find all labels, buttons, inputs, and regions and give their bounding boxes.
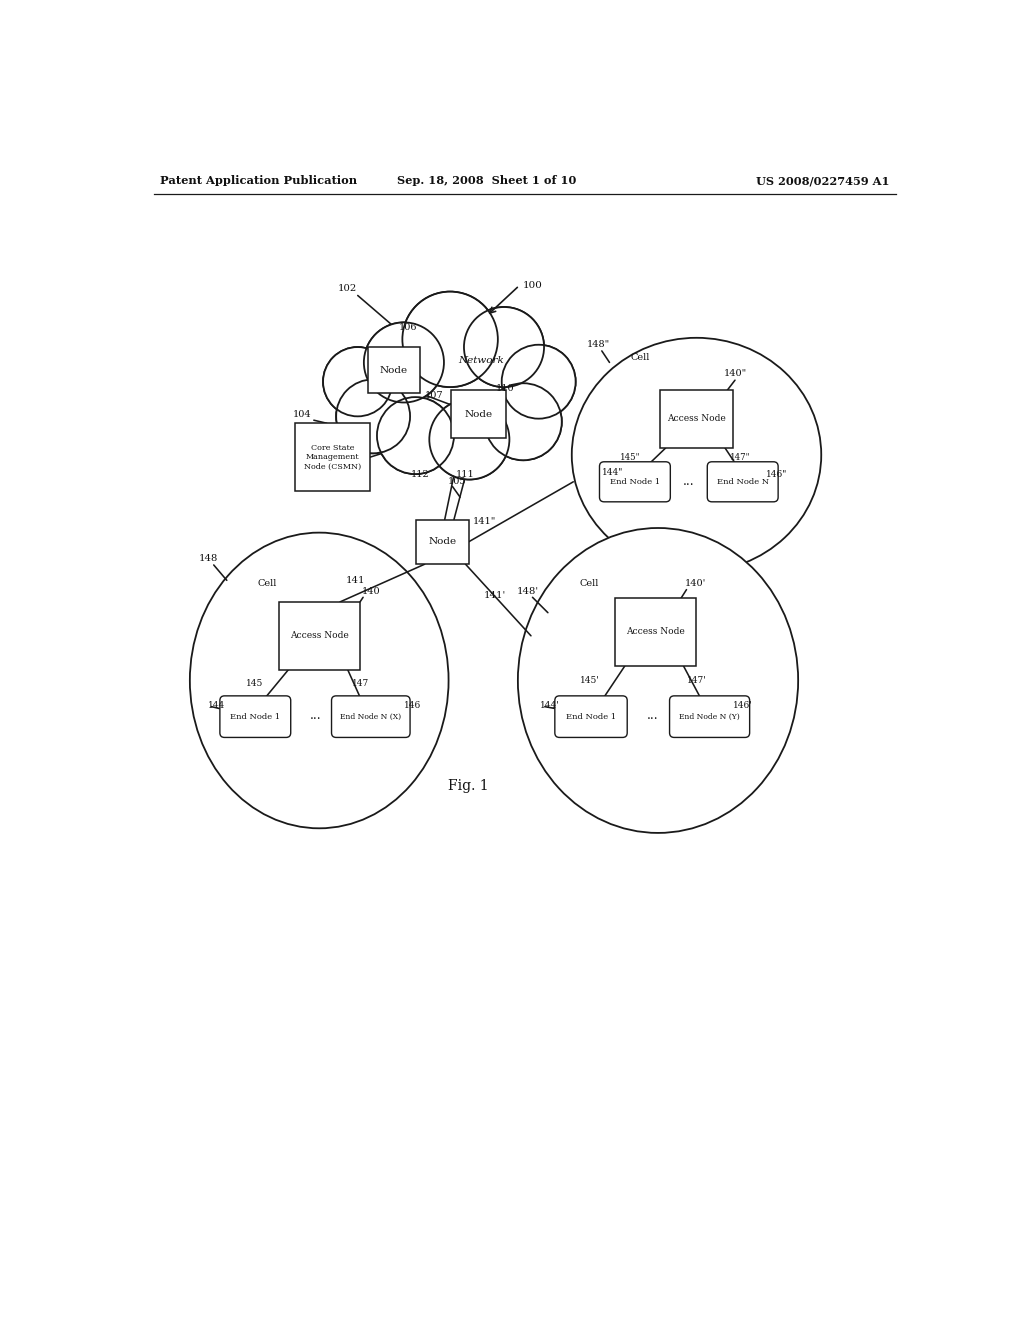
Text: Network: Network xyxy=(458,355,504,364)
Text: 107: 107 xyxy=(425,391,443,400)
Text: Access Node: Access Node xyxy=(667,414,726,424)
Text: Patent Application Publication: Patent Application Publication xyxy=(160,176,357,186)
Text: End Node N (Y): End Node N (Y) xyxy=(679,713,740,721)
Text: Access Node: Access Node xyxy=(627,627,685,636)
Circle shape xyxy=(465,308,543,385)
Circle shape xyxy=(366,323,442,401)
Text: 102: 102 xyxy=(338,284,357,293)
Text: 147': 147' xyxy=(686,676,707,685)
Text: 144: 144 xyxy=(208,701,225,710)
FancyBboxPatch shape xyxy=(416,520,469,564)
Text: 146": 146" xyxy=(766,470,787,479)
Text: 146': 146' xyxy=(733,701,753,710)
Text: 144': 144' xyxy=(541,701,560,710)
Text: 111: 111 xyxy=(456,470,474,479)
Text: 141': 141' xyxy=(483,591,506,601)
Text: End Node 1: End Node 1 xyxy=(610,478,660,486)
Text: 141": 141" xyxy=(473,517,497,527)
Text: 112: 112 xyxy=(411,470,429,479)
Text: ...: ... xyxy=(683,474,694,487)
FancyBboxPatch shape xyxy=(659,389,733,447)
Text: 147: 147 xyxy=(352,678,370,688)
Text: Sep. 18, 2008  Sheet 1 of 10: Sep. 18, 2008 Sheet 1 of 10 xyxy=(396,176,575,186)
Text: 100: 100 xyxy=(523,281,543,290)
Text: 106: 106 xyxy=(398,322,417,331)
Text: ...: ... xyxy=(647,709,658,722)
Text: End Node N (X): End Node N (X) xyxy=(340,713,401,721)
Text: 145": 145" xyxy=(620,453,640,462)
Text: 148": 148" xyxy=(587,341,609,350)
Text: Fig. 1: Fig. 1 xyxy=(447,779,488,793)
Text: Node: Node xyxy=(465,409,493,418)
Text: Cell: Cell xyxy=(579,579,598,587)
Text: Core State
Management
Node (CSMN): Core State Management Node (CSMN) xyxy=(304,444,360,470)
Circle shape xyxy=(486,384,560,459)
Circle shape xyxy=(430,400,508,478)
Text: US 2008/0227459 A1: US 2008/0227459 A1 xyxy=(756,176,889,186)
Text: Node: Node xyxy=(428,537,457,546)
Text: Access Node: Access Node xyxy=(290,631,348,640)
Text: 110: 110 xyxy=(497,384,515,393)
Circle shape xyxy=(403,293,497,385)
FancyBboxPatch shape xyxy=(279,602,359,669)
FancyBboxPatch shape xyxy=(220,696,291,738)
Circle shape xyxy=(337,380,409,453)
Circle shape xyxy=(378,399,453,473)
Text: End Node 1: End Node 1 xyxy=(566,713,616,721)
Text: 145': 145' xyxy=(581,676,600,685)
Text: End Node 1: End Node 1 xyxy=(230,713,281,721)
FancyBboxPatch shape xyxy=(615,598,696,665)
Ellipse shape xyxy=(518,528,798,833)
Ellipse shape xyxy=(571,338,821,572)
Text: 140": 140" xyxy=(724,368,746,378)
Text: 140': 140' xyxy=(685,579,707,589)
Text: Cell: Cell xyxy=(631,352,650,362)
FancyBboxPatch shape xyxy=(555,696,628,738)
FancyBboxPatch shape xyxy=(451,391,506,438)
Ellipse shape xyxy=(189,533,449,829)
FancyBboxPatch shape xyxy=(368,347,420,393)
FancyBboxPatch shape xyxy=(708,462,778,502)
Text: 140: 140 xyxy=(361,587,380,595)
Text: 148': 148' xyxy=(517,587,540,595)
Text: 104: 104 xyxy=(293,409,311,418)
Text: 145: 145 xyxy=(246,678,263,688)
Text: 141: 141 xyxy=(346,576,366,585)
Circle shape xyxy=(325,348,391,416)
Text: 147": 147" xyxy=(730,453,751,462)
FancyBboxPatch shape xyxy=(332,696,410,738)
FancyBboxPatch shape xyxy=(670,696,750,738)
FancyBboxPatch shape xyxy=(599,462,671,502)
Text: End Node N: End Node N xyxy=(717,478,769,486)
FancyBboxPatch shape xyxy=(295,424,370,491)
Text: 148: 148 xyxy=(199,553,218,562)
Circle shape xyxy=(503,346,574,417)
Text: 146: 146 xyxy=(403,701,421,710)
Text: Node: Node xyxy=(380,366,408,375)
Text: ...: ... xyxy=(309,709,322,722)
Text: Cell: Cell xyxy=(258,579,278,587)
Text: 105: 105 xyxy=(447,477,466,486)
Text: 144": 144" xyxy=(602,469,624,477)
